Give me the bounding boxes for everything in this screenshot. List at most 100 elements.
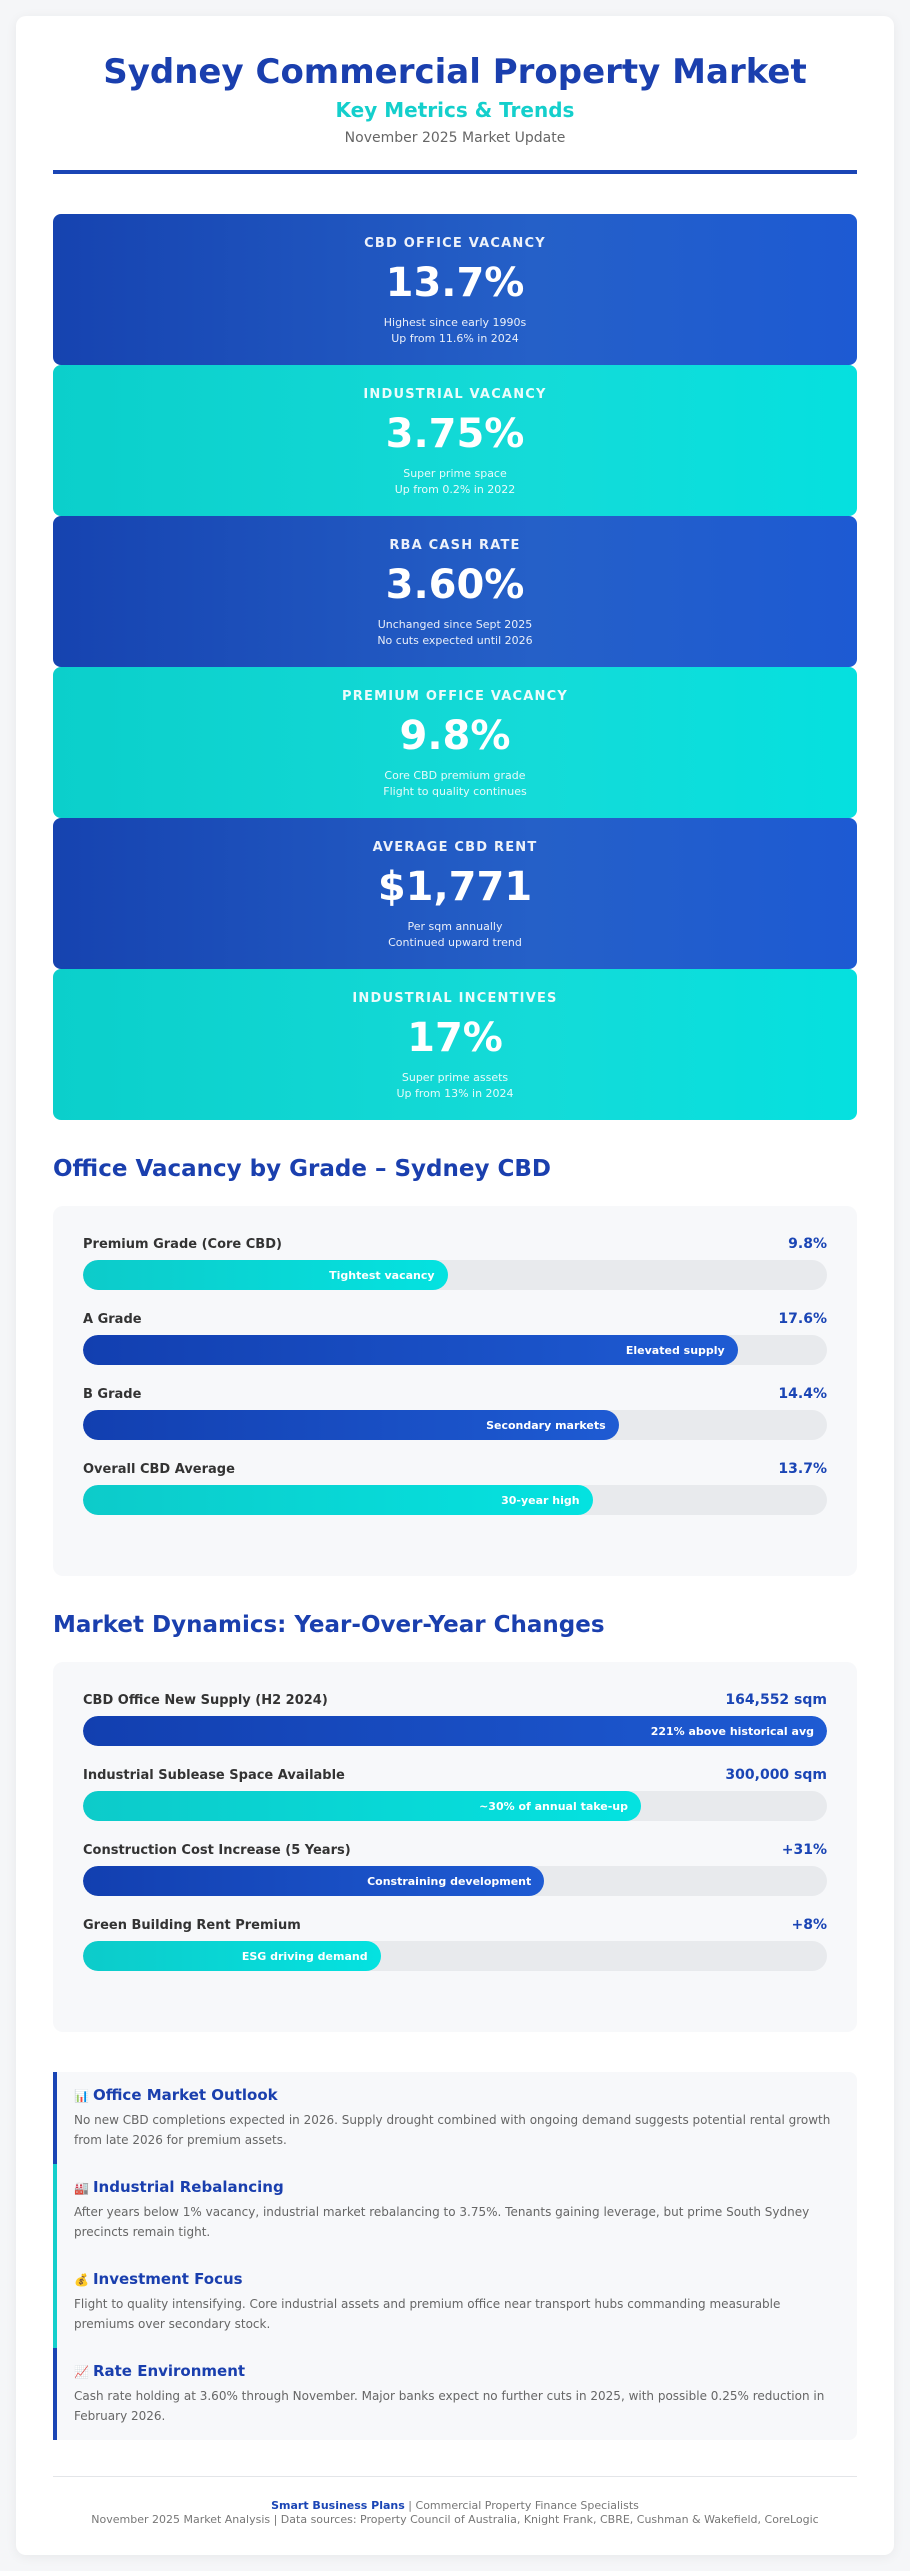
bar-fill: 221% above historical avg xyxy=(83,1716,827,1746)
insight-investment-focus: 💰 Investment Focus Flight to quality inte… xyxy=(53,2256,857,2348)
bar-track: Secondary markets xyxy=(83,1410,827,1440)
bar-label: Industrial Sublease Space Available xyxy=(83,1768,345,1783)
bar-row: Construction Cost Increase (5 Years) +31… xyxy=(83,1842,827,1896)
stat-value: 9.8% xyxy=(399,713,511,759)
insight-title: Industrial Rebalancing xyxy=(92,2178,284,2196)
insight-text: Cash rate holding at 3.60% through Novem… xyxy=(74,2389,825,2423)
stat-note: Core CBD premium grade xyxy=(384,769,526,782)
bar-value: +31% xyxy=(781,1842,827,1858)
bar-row: Green Building Rent Premium +8% ESG driv… xyxy=(83,1917,827,1971)
bar-track: 221% above historical avg xyxy=(83,1716,827,1746)
stat-card-average-cbd-rent: AVERAGE CBD RENT $1,771 Per sqm annually… xyxy=(53,818,857,969)
bar-track: 30-year high xyxy=(83,1485,827,1515)
bar-row: B Grade 14.4% Secondary markets xyxy=(83,1386,827,1440)
stat-note: Continued upward trend xyxy=(388,936,522,949)
bar-value: 17.6% xyxy=(778,1311,827,1327)
bar-fill: Secondary markets xyxy=(83,1410,619,1440)
bar-fill: 30-year high xyxy=(83,1485,593,1515)
insight-office-market-outlook: 📊 Office Market Outlook No new CBD comple… xyxy=(53,2072,857,2164)
stat-value: 3.60% xyxy=(385,562,525,608)
bar-label: Premium Grade (Core CBD) xyxy=(83,1237,282,1252)
bar-fill: ~30% of annual take-up xyxy=(83,1791,641,1821)
bar-fill: ESG driving demand xyxy=(83,1941,381,1971)
bar-fill: Constraining development xyxy=(83,1866,545,1896)
bar-track: ESG driving demand xyxy=(83,1941,827,1971)
stat-value: 17% xyxy=(407,1015,503,1061)
bar-fill: Tightest vacancy xyxy=(83,1260,448,1290)
stat-label: AVERAGE CBD RENT xyxy=(372,840,538,855)
bar-label: Overall CBD Average xyxy=(83,1462,235,1477)
bar-fill: Elevated supply xyxy=(83,1335,738,1365)
footer: Smart Business Plans | Commercial Proper… xyxy=(53,2476,857,2527)
stat-card-rba-cash-rate: RBA CASH RATE 3.60% Unchanged since Sept… xyxy=(53,516,857,667)
stat-label: INDUSTRIAL VACANCY xyxy=(363,387,547,402)
stat-cards: CBD OFFICE VACANCY 13.7% Highest since e… xyxy=(53,214,857,1120)
stat-note: Unchanged since Sept 2025 xyxy=(377,618,533,631)
insight-title: Office Market Outlook xyxy=(92,2086,278,2104)
bar-track: Elevated supply xyxy=(83,1335,827,1365)
bar-track: Tightest vacancy xyxy=(83,1260,827,1290)
insight-text: After years below 1% vacancy, industrial… xyxy=(74,2205,810,2239)
bar-row: CBD Office New Supply (H2 2024) 164,552 … xyxy=(83,1692,827,1746)
stat-note: No cuts expected until 2026 xyxy=(377,634,533,647)
bar-value: 13.7% xyxy=(778,1461,827,1477)
bar-row: Premium Grade (Core CBD) 9.8% Tightest v… xyxy=(83,1236,827,1290)
bar-row: A Grade 17.6% Elevated supply xyxy=(83,1311,827,1365)
stat-note: Up from 0.2% in 2022 xyxy=(394,483,516,496)
bar-chart-icon: 📊 xyxy=(74,2089,89,2103)
footer-tagline: | Commercial Property Finance Specialist… xyxy=(404,2499,639,2512)
stat-value: 3.75% xyxy=(385,411,525,457)
bar-label: CBD Office New Supply (H2 2024) xyxy=(83,1693,328,1708)
insight-text: Flight to quality intensifying. Core ind… xyxy=(74,2297,781,2331)
stat-value: $1,771 xyxy=(377,864,533,910)
insight-title: Investment Focus xyxy=(92,2270,243,2288)
dynamics-section-title: Market Dynamics: Year-Over-Year Changes xyxy=(53,1612,605,1638)
bar-track: Constraining development xyxy=(83,1866,827,1896)
report-page: Sydney Commercial Property Market Key Me… xyxy=(16,16,894,2555)
stat-label: PREMIUM OFFICE VACANCY xyxy=(342,689,568,704)
bar-row: Industrial Sublease Space Available 300,… xyxy=(83,1767,827,1821)
footer-brand: Smart Business Plans xyxy=(271,2499,405,2512)
bar-value: +8% xyxy=(791,1917,828,1933)
report-date: November 2025 Market Update xyxy=(344,130,566,146)
vacancy-section-title: Office Vacancy by Grade – Sydney CBD xyxy=(53,1156,551,1182)
bar-value: 14.4% xyxy=(778,1386,827,1402)
stat-note: Super prime assets xyxy=(401,1071,509,1084)
bar-label: Construction Cost Increase (5 Years) xyxy=(83,1843,351,1858)
factory-icon: 🏭 xyxy=(74,2181,89,2195)
money-bag-icon: 💰 xyxy=(74,2273,89,2287)
stat-note: Flight to quality continues xyxy=(383,785,527,798)
stat-card-premium-office-vacancy: PREMIUM OFFICE VACANCY 9.8% Core CBD pre… xyxy=(53,667,857,818)
footer-sources: November 2025 Market Analysis | Data sou… xyxy=(91,2513,819,2526)
insights-list: 📊 Office Market Outlook No new CBD comple… xyxy=(53,2072,857,2440)
page-subtitle: Key Metrics & Trends xyxy=(335,98,575,122)
stat-card-industrial-incentives: INDUSTRIAL INCENTIVES 17% Super prime as… xyxy=(53,969,857,1120)
stat-value: 13.7% xyxy=(385,260,525,306)
dynamics-panel: CBD Office New Supply (H2 2024) 164,552 … xyxy=(53,1662,857,2032)
page-title: Sydney Commercial Property Market xyxy=(103,52,807,92)
stat-card-cbd-office-vacancy: CBD OFFICE VACANCY 13.7% Highest since e… xyxy=(53,214,857,365)
stat-note: Up from 11.6% in 2024 xyxy=(391,332,519,345)
insight-industrial-rebalancing: 🏭 Industrial Rebalancing After years belo… xyxy=(53,2164,857,2256)
insight-text: No new CBD completions expected in 2026.… xyxy=(74,2113,831,2147)
stat-label: RBA CASH RATE xyxy=(389,538,521,553)
vacancy-panel: Premium Grade (Core CBD) 9.8% Tightest v… xyxy=(53,1206,857,1576)
bar-label: A Grade xyxy=(83,1312,142,1327)
stat-note: Highest since early 1990s xyxy=(383,316,527,329)
stat-note: Per sqm annually xyxy=(407,920,503,933)
stat-note: Super prime space xyxy=(403,467,507,480)
insight-title: Rate Environment xyxy=(92,2362,246,2380)
bar-value: 164,552 sqm xyxy=(725,1692,827,1708)
bar-label: B Grade xyxy=(83,1387,142,1402)
bar-label: Green Building Rent Premium xyxy=(83,1918,301,1933)
insight-rate-environment: 📈 Rate Environment Cash rate holding at 3… xyxy=(53,2348,857,2440)
report-header: Sydney Commercial Property Market Key Me… xyxy=(53,52,857,174)
stat-label: INDUSTRIAL INCENTIVES xyxy=(352,991,558,1006)
bar-value: 300,000 sqm xyxy=(725,1767,827,1783)
bar-row: Overall CBD Average 13.7% 30-year high xyxy=(83,1461,827,1515)
bar-value: 9.8% xyxy=(788,1236,827,1252)
stat-card-industrial-vacancy: INDUSTRIAL VACANCY 3.75% Super prime spa… xyxy=(53,365,857,516)
trend-chart-icon: 📈 xyxy=(74,2365,89,2379)
stat-note: Up from 13% in 2024 xyxy=(396,1087,514,1100)
stat-label: CBD OFFICE VACANCY xyxy=(364,236,546,251)
